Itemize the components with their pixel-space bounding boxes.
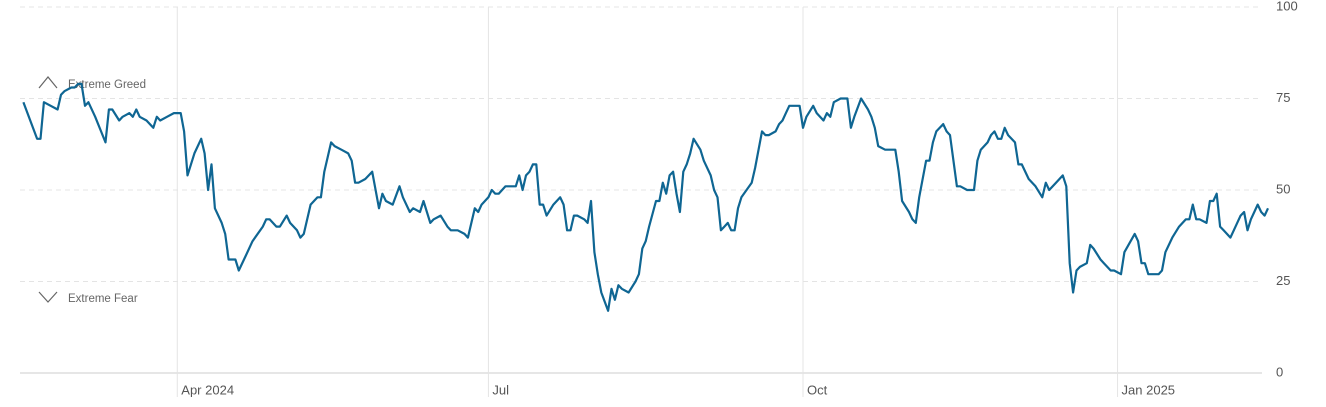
y-tick-label: 100	[1276, 0, 1298, 13]
x-tick-label: Apr 2024	[181, 382, 234, 397]
y-tick-label: 75	[1276, 90, 1290, 105]
fear-label: Extreme Fear	[68, 293, 138, 305]
x-tick-label: Jul	[492, 382, 509, 397]
fear-chevron	[38, 291, 58, 303]
y-tick-label: 25	[1276, 273, 1290, 288]
x-tick-label: Oct	[807, 382, 828, 397]
line	[22, 82, 1269, 312]
x-tick-label: Jan 2025	[1122, 382, 1176, 397]
y-tick-label: 50	[1276, 181, 1290, 196]
greed-chevron	[38, 76, 58, 89]
y-tick-label: 0	[1276, 364, 1283, 379]
greed-label: Extreme Greed	[68, 79, 146, 91]
